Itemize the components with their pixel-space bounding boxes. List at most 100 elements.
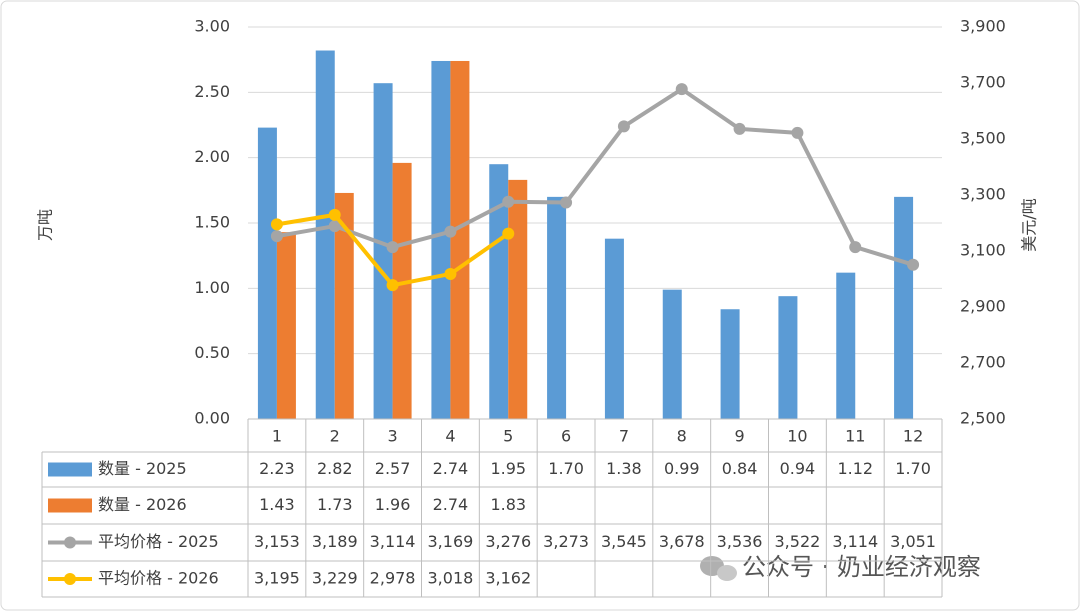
point [675, 83, 688, 96]
table-cell: 3,273 [543, 532, 589, 551]
table-cell: 3,162 [485, 569, 531, 588]
legend-label: 数量 - 2026 [98, 495, 187, 514]
y-tick-label: 1.50 [194, 213, 230, 232]
y2-tick-label: 2,500 [960, 409, 1006, 428]
table-cell: 3,522 [775, 532, 821, 551]
y-tick-label: 2.00 [194, 147, 230, 166]
bar [489, 164, 509, 419]
y2-tick-label: 2,700 [960, 353, 1006, 372]
x-tick-label: 2 [330, 427, 340, 446]
line [276, 87, 914, 267]
point [444, 225, 457, 238]
table-cell: 2,978 [370, 569, 416, 588]
table-cell: 1.38 [606, 459, 642, 478]
bar [334, 192, 354, 419]
table-cell: 1.12 [837, 459, 873, 478]
table-cell: 2.74 [433, 495, 469, 514]
bar [894, 196, 914, 419]
bar [276, 232, 296, 419]
bar [836, 272, 856, 419]
y2-tick-label: 3,300 [960, 185, 1006, 204]
table-cell: 3,114 [370, 532, 416, 551]
y-tick-label: 0.50 [194, 343, 230, 362]
point [733, 122, 746, 135]
x-tick-label: 1 [272, 427, 282, 446]
point [386, 241, 399, 254]
x-tick-label: 11 [845, 427, 865, 446]
legend-label: 平均价格 - 2026 [98, 569, 219, 588]
table-cell: 3,195 [254, 569, 300, 588]
y-tick-label: 1.00 [194, 278, 230, 297]
legend-label: 数量 - 2025 [98, 459, 187, 478]
table-cell: 0.94 [780, 459, 816, 478]
table-cell: 3,114 [832, 532, 878, 551]
x-tick-label: 12 [903, 427, 923, 446]
bar [547, 196, 567, 419]
y2-tick-label: 3,500 [960, 129, 1006, 148]
bar [720, 309, 740, 419]
bar [257, 127, 277, 419]
table-cell: 0.99 [664, 459, 700, 478]
y2-tick-label: 3,100 [960, 241, 1006, 260]
table-cell: 2.23 [259, 459, 295, 478]
point [907, 258, 920, 271]
x-tick-label: 8 [677, 427, 687, 446]
x-tick-label: 3 [387, 427, 397, 446]
y-axis-label: 万吨 [36, 209, 55, 241]
legend-key [48, 462, 92, 477]
table-cell: 0.84 [722, 459, 758, 478]
table-cell: 1.95 [490, 459, 526, 478]
point [849, 241, 862, 254]
point [502, 195, 515, 208]
legend-key [48, 498, 92, 513]
table-cell: 3,169 [428, 532, 474, 551]
bar [431, 60, 451, 420]
table-cell: 1.70 [548, 459, 584, 478]
table-cell: 2.74 [433, 459, 469, 478]
table-cell: 1.43 [259, 495, 295, 514]
table-cell: 3,678 [659, 532, 705, 551]
point [444, 267, 457, 280]
point [328, 220, 341, 233]
x-tick-label: 6 [561, 427, 571, 446]
x-tick-label: 7 [619, 427, 629, 446]
point [328, 208, 341, 221]
legend-key [64, 573, 76, 585]
table-cell: 2.57 [375, 459, 411, 478]
table-cell: 3,018 [428, 569, 474, 588]
table-cell: 2.82 [317, 459, 353, 478]
x-tick-label: 10 [787, 427, 807, 446]
x-tick-label: 5 [503, 427, 513, 446]
point [270, 230, 283, 243]
bar [604, 238, 624, 419]
table-cell: 1.83 [490, 495, 526, 514]
y2-tick-label: 3,700 [960, 73, 1006, 92]
table-cell: 1.73 [317, 495, 353, 514]
table-cell: 3,189 [312, 532, 358, 551]
table-cell: 3,051 [890, 532, 936, 551]
bar [662, 289, 682, 419]
point [617, 120, 630, 133]
y2-axis-label: 美元/吨 [1020, 198, 1039, 251]
x-tick-label: 9 [734, 427, 744, 446]
point [791, 126, 804, 139]
point [560, 196, 573, 209]
table-cell: 1.96 [375, 495, 411, 514]
bar [778, 296, 798, 419]
watermark: 公众号 · 奶业经济观察 [742, 553, 981, 581]
y2-tick-label: 2,900 [960, 297, 1006, 316]
bar [508, 179, 528, 419]
legend-key [64, 536, 76, 549]
point [502, 227, 515, 240]
table-cell: 3,545 [601, 532, 647, 551]
y-tick-label: 0.00 [194, 409, 230, 428]
y-tick-label: 3.00 [194, 17, 230, 36]
bar [373, 83, 393, 419]
table-cell: 3,229 [312, 569, 358, 588]
x-tick-label: 4 [445, 427, 455, 446]
bar [315, 50, 335, 420]
table-cell: 3,153 [254, 532, 300, 551]
point [386, 279, 399, 292]
bar [450, 60, 470, 420]
